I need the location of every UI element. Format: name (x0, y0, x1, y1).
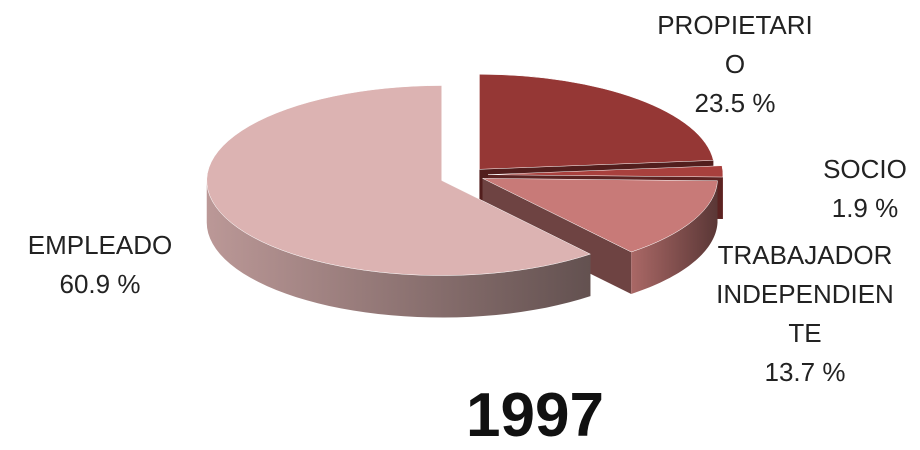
slice-side (206, 180, 591, 318)
slice (479, 74, 714, 170)
category-label: EMPLEADO (27, 230, 173, 260)
category-label: PROPIETARIO (657, 10, 813, 79)
slice (487, 165, 724, 178)
data-label: PROPIETARIO 23.5 % (650, 6, 820, 123)
value-label: 1.9 % (831, 193, 899, 223)
category-label: TRABAJADOR INDEPENDIENTE (716, 240, 894, 348)
slice-side (631, 180, 718, 294)
value-label: 23.5 % (694, 88, 776, 118)
slice (206, 85, 592, 276)
value-label: 13.7 % (764, 357, 846, 387)
data-label: TRABAJADOR INDEPENDIENTE 13.7 % (715, 236, 895, 392)
value-label: 60.9 % (59, 269, 141, 299)
slice (482, 178, 718, 253)
chart-title: 1997 (466, 381, 604, 450)
slice-wall (482, 178, 632, 294)
data-label: EMPLEADO 60.9 % (0, 226, 200, 304)
category-label: SOCIO (823, 154, 907, 184)
data-label: SOCIO 1.9 % (800, 150, 920, 228)
